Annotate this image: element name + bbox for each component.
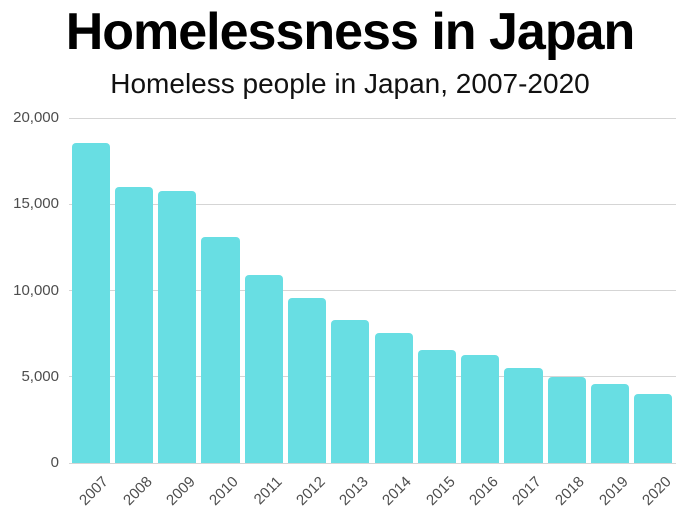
bar-2016 [461, 355, 500, 463]
chart-subtitle: Homeless people in Japan, 2007-2020 [110, 68, 590, 99]
bar-2018 [547, 377, 586, 463]
x-axis-tick-label: 2011 [250, 473, 286, 509]
bar-2008 [114, 186, 154, 463]
x-axis-tick-label: 2017 [509, 473, 545, 509]
gridline-0 [69, 462, 676, 464]
x-axis-tick-label: 2015 [422, 473, 459, 509]
x-axis-tick-label: 2019 [595, 473, 632, 509]
bar-2013 [331, 320, 370, 463]
bar-2010 [201, 236, 240, 463]
bar-2020 [634, 394, 673, 463]
bar-2015 [417, 350, 457, 463]
gridline-20000 [69, 117, 676, 119]
bar-2014 [374, 333, 413, 463]
bar-2012 [287, 297, 327, 463]
x-axis-tick-label: 2013 [336, 473, 372, 509]
bar-2017 [504, 367, 543, 463]
x-axis-tick-label: 2018 [552, 473, 589, 509]
bar-2007 [71, 142, 110, 463]
x-axis-tick-label: 2020 [639, 473, 675, 509]
bar-2011 [244, 275, 283, 463]
y-axis-tick-label: 0 [50, 454, 59, 471]
bar-2019 [590, 384, 630, 463]
gridline-5000 [69, 376, 676, 378]
bar-2009 [158, 191, 197, 463]
gridline-15000 [69, 203, 676, 205]
x-axis-tick-label: 2009 [162, 473, 199, 509]
y-axis-tick-label: 10,000 [13, 281, 59, 299]
x-axis-tick-label: 2016 [465, 473, 502, 509]
x-axis-tick-label: 2014 [379, 473, 415, 509]
gridline-10000 [69, 290, 676, 291]
chart-title: Homelessness in Japan [65, 3, 636, 61]
x-axis-tick-label: 2008 [119, 473, 156, 509]
x-axis-tick-label: 2012 [292, 473, 329, 509]
y-axis-tick-label: 20,000 [13, 109, 59, 126]
y-axis-tick-label: 5,000 [21, 367, 59, 385]
y-axis-tick-label: 15,000 [13, 195, 59, 213]
x-axis-tick-label: 2007 [76, 473, 112, 509]
x-axis-tick-label: 2010 [206, 473, 242, 509]
